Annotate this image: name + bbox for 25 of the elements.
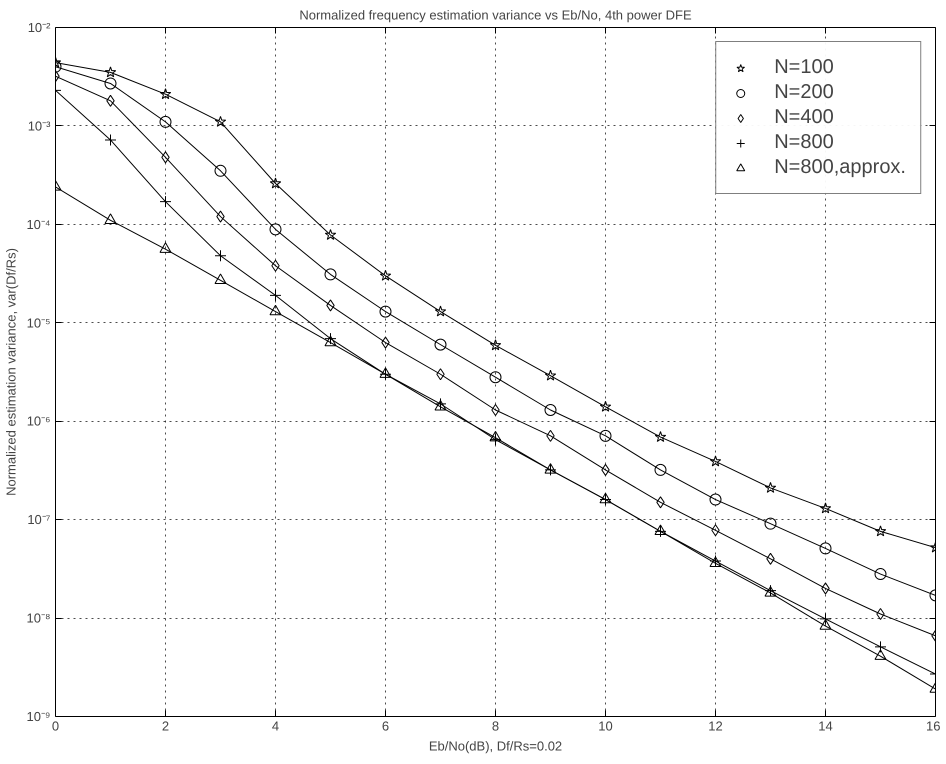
y-tick-label: 10⁻⁹	[26, 709, 51, 724]
x-tick-label: 4	[272, 718, 280, 734]
x-tick-label: 0	[52, 718, 60, 734]
y-tick-label: 10⁻³	[28, 118, 52, 134]
legend-label: N=800,approx.	[774, 156, 906, 179]
chart-title: Normalized frequency estimation variance vs Eb/No, 4th power DFE	[299, 8, 692, 22]
y-axis-title: Normalized estimation variance, var(Df/Rs)	[3, 248, 18, 496]
y-tick-label: 10⁻⁵	[26, 315, 51, 330]
y-tick-label: 10⁻⁶	[26, 414, 50, 429]
y-tick-label: 10⁻²	[28, 20, 52, 35]
x-tick-label: 12	[708, 718, 723, 734]
x-tick-label: 2	[162, 718, 170, 734]
x-tick-label: 6	[382, 718, 390, 734]
x-tick-label: 10	[598, 718, 613, 734]
legend-label: N=200	[774, 81, 834, 104]
legend-label: N=100	[774, 56, 834, 79]
y-tick-label: 10⁻⁷	[27, 512, 51, 528]
y-tick-label: 10⁻⁴	[26, 216, 50, 232]
x-tick-label: 14	[818, 718, 833, 734]
y-tick-label: 10⁻⁸	[26, 610, 51, 626]
x-axis-title: Eb/No(dB), Df/Rs=0.02	[428, 738, 562, 754]
legend-label: N=400	[774, 106, 834, 129]
x-tick-label: 8	[492, 718, 500, 734]
legend-label: N=800	[774, 131, 834, 154]
x-tick-label: 16	[926, 718, 941, 734]
